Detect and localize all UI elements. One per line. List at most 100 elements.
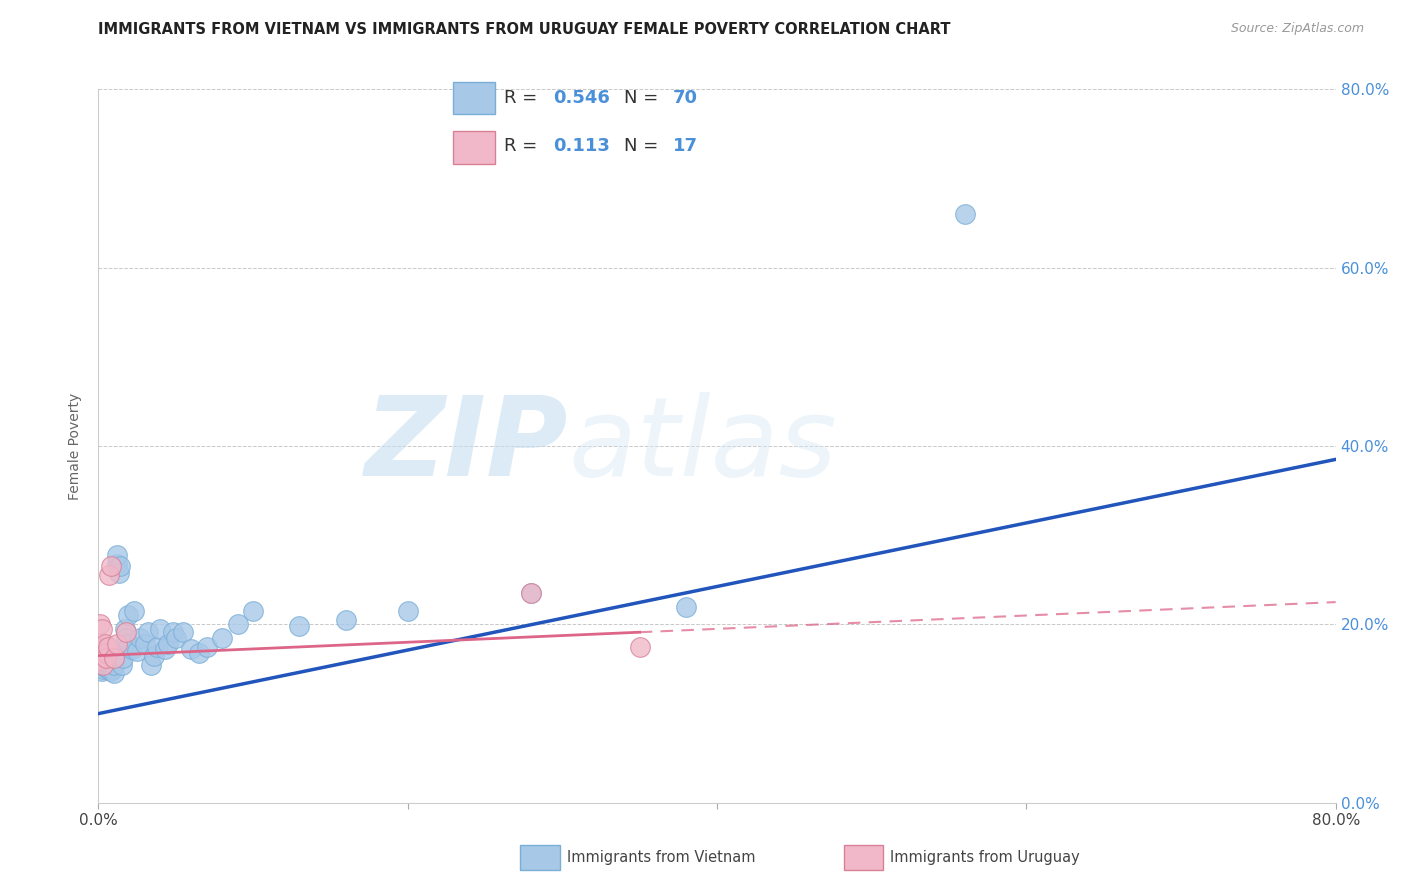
Point [114, 622, 136, 636]
Text: IMMIGRANTS FROM VIETNAM VS IMMIGRANTS FROM URUGUAY FEMALE POVERTY CORRELATION CH: IMMIGRANTS FROM VIETNAM VS IMMIGRANTS FR… [98, 22, 950, 37]
Point [89, 653, 111, 667]
Text: atlas: atlas [568, 392, 837, 500]
Point [118, 637, 141, 651]
Point [953, 207, 976, 221]
Text: Source: ZipAtlas.com: Source: ZipAtlas.com [1230, 22, 1364, 36]
Point [103, 666, 125, 681]
Point [675, 599, 697, 614]
Point [91, 662, 114, 676]
Point [100, 664, 122, 678]
Point [226, 617, 249, 632]
Point [98, 568, 121, 582]
Point [97, 655, 120, 669]
Point [121, 642, 143, 657]
Point [97, 640, 120, 654]
Point [108, 559, 131, 574]
Point [112, 651, 135, 665]
Point [188, 646, 211, 660]
Point [91, 657, 114, 672]
Point [173, 624, 195, 639]
Point [105, 637, 128, 651]
Point [104, 648, 127, 663]
Point [396, 604, 419, 618]
Point [98, 646, 121, 660]
Point [93, 660, 115, 674]
Point [105, 557, 128, 571]
Point [165, 631, 187, 645]
Point [149, 622, 172, 636]
Text: R =: R = [505, 89, 543, 107]
Point [100, 651, 122, 665]
Point [242, 604, 264, 618]
Text: 0.113: 0.113 [553, 137, 610, 155]
Point [98, 653, 121, 667]
Point [91, 640, 114, 654]
Point [143, 648, 166, 663]
Text: 0.546: 0.546 [553, 89, 610, 107]
Point [115, 631, 138, 645]
Point [90, 622, 112, 636]
Point [89, 653, 111, 667]
Y-axis label: Female Poverty: Female Poverty [69, 392, 83, 500]
Point [103, 657, 125, 672]
Point [211, 631, 233, 645]
Point [89, 617, 111, 632]
Text: 17: 17 [672, 137, 697, 155]
Point [105, 548, 128, 562]
Point [139, 657, 162, 672]
Point [101, 655, 124, 669]
Point [97, 648, 120, 663]
Text: Immigrants from Vietnam: Immigrants from Vietnam [567, 850, 755, 864]
Point [100, 657, 122, 672]
Point [115, 624, 138, 639]
Bar [453, 81, 495, 114]
Point [89, 657, 111, 672]
Point [335, 613, 357, 627]
Point [96, 651, 118, 665]
Point [107, 566, 129, 580]
Point [100, 559, 122, 574]
Point [134, 637, 156, 651]
Point [180, 642, 202, 657]
Point [96, 640, 118, 654]
Point [153, 642, 176, 657]
Point [157, 637, 180, 651]
Point [101, 662, 124, 676]
Point [96, 657, 118, 672]
Point [195, 640, 218, 654]
Bar [453, 131, 495, 163]
Point [146, 640, 169, 654]
Point [127, 644, 149, 658]
Point [117, 608, 139, 623]
Text: Immigrants from Uruguay: Immigrants from Uruguay [890, 850, 1080, 864]
Point [288, 619, 311, 633]
Point [103, 651, 125, 665]
Point [96, 653, 118, 667]
Text: ZIP: ZIP [366, 392, 568, 500]
Point [93, 644, 115, 658]
Point [93, 648, 115, 663]
Point [520, 586, 543, 600]
Point [162, 624, 184, 639]
Text: N =: N = [624, 89, 664, 107]
Point [90, 657, 112, 672]
Point [91, 657, 114, 672]
Point [91, 642, 114, 657]
Point [97, 662, 120, 676]
Point [93, 655, 115, 669]
Point [98, 660, 121, 674]
Point [90, 644, 112, 658]
Point [91, 646, 114, 660]
Text: 70: 70 [672, 89, 697, 107]
Point [93, 637, 115, 651]
Point [96, 646, 118, 660]
Text: R =: R = [505, 137, 550, 155]
Point [90, 664, 112, 678]
Point [520, 586, 543, 600]
Point [96, 646, 118, 660]
Point [129, 631, 152, 645]
Point [90, 648, 112, 663]
Point [91, 651, 114, 665]
Point [90, 651, 112, 665]
Point [111, 657, 134, 672]
